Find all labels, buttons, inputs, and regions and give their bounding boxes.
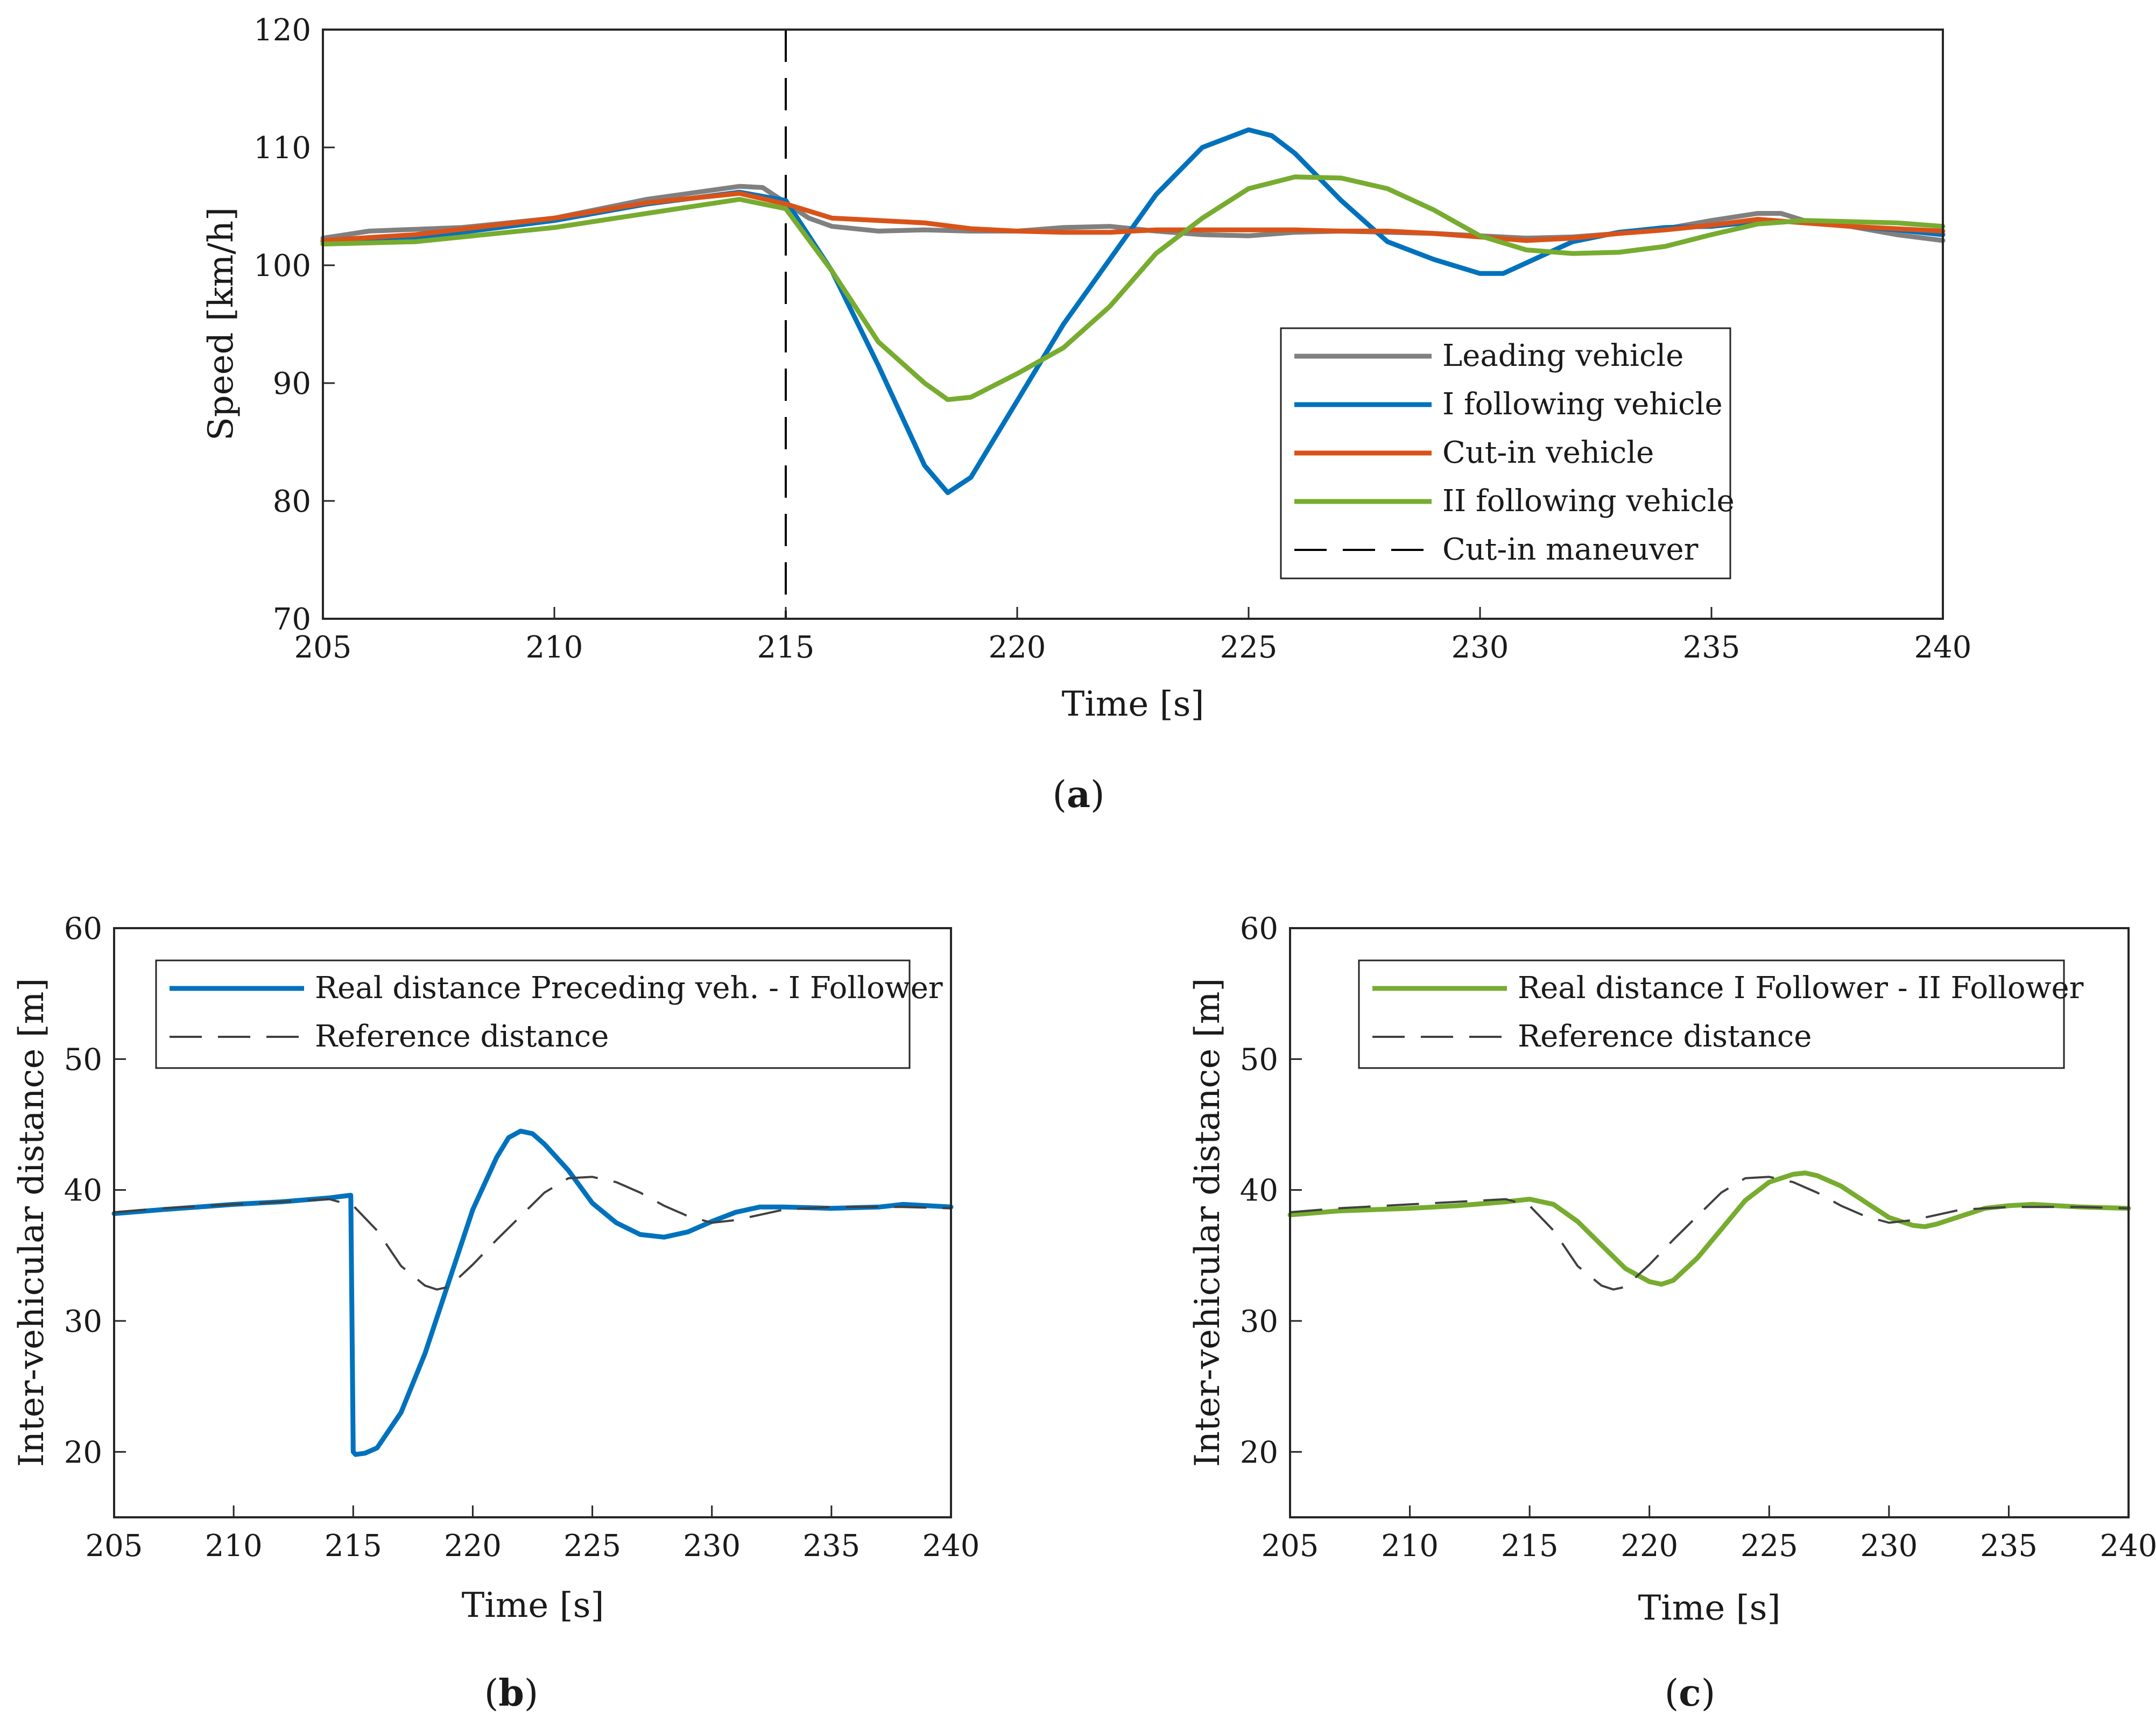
panel-a-caption-close: ) — [1090, 774, 1105, 816]
panel-c-xtick-label: 230 — [1860, 1529, 1918, 1564]
panel-b-xtick-label: 225 — [563, 1529, 621, 1564]
panel-b-xtick-label: 210 — [205, 1529, 263, 1564]
panel-b-xtick-label: 215 — [325, 1529, 382, 1564]
panel-c-xlabel: Time [s] — [1638, 1588, 1781, 1628]
panel-a-plot-area — [320, 30, 1946, 619]
panel-c-plot-area — [1287, 1170, 2131, 1291]
panel-a-series-cut-in-vehicle — [320, 190, 1946, 243]
panel-a-xlabel: Time [s] — [1062, 684, 1204, 724]
panel-a-caption-letter: a — [1067, 773, 1090, 816]
panel-b-ytick-label: 50 — [64, 1042, 102, 1077]
panel-b: 205 210 215 220 225 230 235 240 20 30 40 50 60 Time … — [12, 911, 980, 1715]
panel-a-xtick-label: 235 — [1683, 630, 1741, 665]
panel-b-caption: (b) — [484, 1672, 539, 1715]
legend-label-follower1: I following vehicle — [1442, 387, 1723, 422]
panel-a-xtick-label: 240 — [1914, 630, 1972, 665]
panel-b-xlabel: Time [s] — [462, 1586, 604, 1625]
panel-c-xtick-label: 215 — [1501, 1529, 1559, 1564]
panel-c-series-real-distance-i-follower-ii-follower — [1287, 1170, 2131, 1287]
panel-c-axes-box — [1289, 927, 2130, 1518]
panel-b-legend-box — [155, 959, 911, 1069]
panel-a-xtick-label: 225 — [1220, 630, 1278, 665]
panel-a-xtick-label: 205 — [294, 630, 352, 665]
panel-c-caption-letter: c — [1679, 1672, 1701, 1715]
panel-c: 205 210 215 220 225 230 235 240 20 30 40 50 60 Time … — [1188, 911, 2156, 1715]
panel-b-xtick-label: 220 — [444, 1529, 502, 1564]
panel-a-ytick-label: 110 — [253, 131, 311, 166]
panel-c-ylabel: Inter-vehicular distance [m] — [1188, 978, 1228, 1467]
panel-a-ytick-label: 100 — [253, 249, 311, 284]
panel-b-xtick-label: 230 — [683, 1529, 741, 1564]
legend-label-reference-c: Reference distance — [1518, 1019, 1812, 1054]
panel-a-axes-box — [322, 29, 1944, 620]
panel-a-xtick-label: 215 — [757, 630, 815, 665]
panel-c-legend-box — [1358, 959, 2065, 1069]
panel-c-ytick-label: 60 — [1240, 911, 1278, 946]
panel-b-caption-letter: b — [498, 1672, 524, 1715]
panel-b-ytick-label: 60 — [64, 911, 102, 946]
panel-a-ytick-label: 90 — [273, 366, 311, 401]
panel-b-ylabel: Inter-vehicular distance [m] — [12, 978, 52, 1467]
panel-b-plot-area — [111, 1128, 954, 1457]
legend-label-real-distance-b: Real distance Preceding veh. - I Followe… — [315, 971, 943, 1006]
panel-a-ytick-label: 120 — [253, 13, 311, 48]
panel-c-ytick-label: 20 — [1240, 1435, 1278, 1470]
panel-c-xtick-label: 240 — [2100, 1529, 2156, 1564]
panel-a-legend: Leading vehicle I following vehicle Cut-… — [1280, 327, 1735, 579]
panel-a-ticks: 205 210 215 220 225 230 235 240 70 80 90 100 110 120 — [253, 13, 1971, 665]
legend-label-reference-b: Reference distance — [315, 1019, 609, 1054]
panel-c-ticks: 205 210 215 220 225 230 235 240 20 30 40 50 60 — [1240, 911, 2156, 1564]
panel-b-axes-box — [113, 927, 952, 1518]
panel-b-xtick-label: 240 — [922, 1529, 980, 1564]
panel-c-xtick-label: 220 — [1620, 1529, 1678, 1564]
legend-label-follower2: II following vehicle — [1442, 484, 1735, 519]
panel-b-ytick-label: 20 — [64, 1435, 102, 1470]
legend-label-leading: Leading vehicle — [1442, 338, 1683, 373]
panel-c-xtick-label: 205 — [1262, 1529, 1319, 1564]
panel-b-xtick-label: 235 — [802, 1529, 860, 1564]
panel-b-ytick-label: 40 — [64, 1173, 102, 1208]
panel-b-legend: Real distance Preceding veh. - I Followe… — [155, 959, 943, 1069]
panel-b-caption-open: ( — [484, 1672, 499, 1715]
panel-a-series-ii-following-vehicle — [320, 174, 1946, 402]
panel-c-xtick-label: 235 — [1980, 1529, 2038, 1564]
panel-c-legend: Real distance I Follower - II Follower R… — [1358, 959, 2084, 1069]
panel-a-ylabel: Speed [km/h] — [201, 207, 241, 441]
panel-b-ticks: 205 210 215 220 225 230 235 240 20 30 40 50 60 — [64, 911, 980, 1564]
panel-b-xtick-label: 205 — [86, 1529, 143, 1564]
panel-a-xtick-label: 210 — [526, 630, 583, 665]
panel-c-caption-open: ( — [1665, 1672, 1679, 1715]
panel-a-xtick-label: 220 — [989, 630, 1046, 665]
panel-c-ytick-label: 30 — [1240, 1304, 1278, 1339]
panel-c-xtick-label: 225 — [1741, 1529, 1798, 1564]
panel-b-series-real-distance-preceding-veh-i-follower — [111, 1128, 954, 1457]
panel-b-ytick-label: 30 — [64, 1304, 102, 1339]
panel-c-ytick-label: 50 — [1240, 1042, 1278, 1077]
legend-label-maneuver: Cut-in maneuver — [1442, 532, 1699, 567]
panel-c-caption: (c) — [1665, 1672, 1715, 1715]
panel-a: 205 210 215 220 225 230 235 240708090100110120 … — [201, 13, 1971, 816]
panel-a-caption: (a) — [1052, 773, 1104, 816]
panel-b-series-reference-distance — [114, 1176, 952, 1291]
legend-label-real-distance-c: Real distance I Follower - II Follower — [1518, 971, 2084, 1006]
panel-c-xtick-label: 210 — [1381, 1529, 1439, 1564]
panel-a-series-leading-vehicle — [320, 183, 1946, 243]
panel-a-caption-open: ( — [1052, 774, 1067, 816]
panel-a-ytick-label: 70 — [273, 602, 311, 637]
panel-a-xtick-label: 230 — [1452, 630, 1509, 665]
panel-c-caption-close: ) — [1701, 1672, 1716, 1715]
panel-c-ytick-label: 40 — [1240, 1173, 1278, 1208]
legend-label-cutin: Cut-in vehicle — [1442, 435, 1654, 470]
panel-b-caption-close: ) — [524, 1672, 539, 1715]
panel-c-series-reference-distance — [1290, 1176, 2129, 1291]
panel-a-ytick-label: 80 — [273, 484, 311, 519]
